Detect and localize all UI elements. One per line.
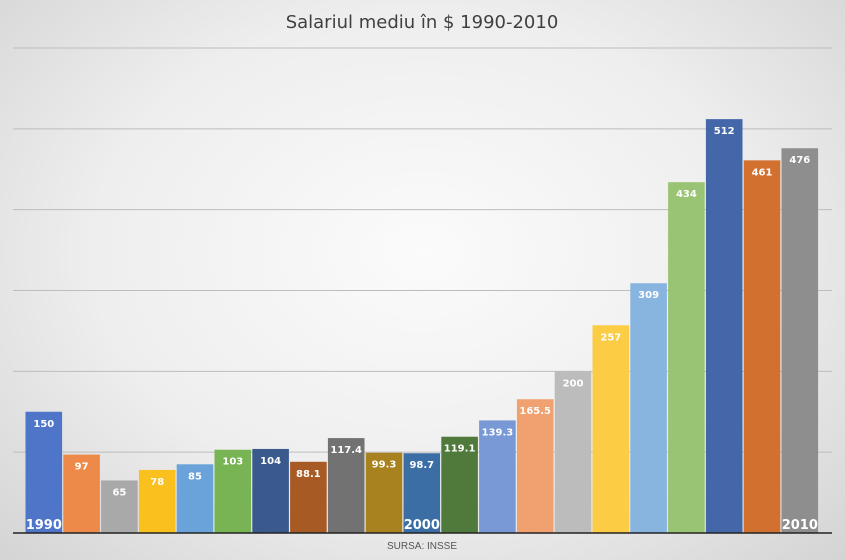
data-label: 119.1 (444, 444, 476, 455)
year-label: 2010 (782, 518, 818, 533)
data-label: 97 (75, 462, 89, 473)
data-label: 200 (563, 378, 584, 389)
data-label: 165.5 (519, 406, 551, 417)
bar-2004 (554, 371, 592, 533)
data-label: 139.3 (482, 427, 514, 438)
data-label: 512 (714, 126, 735, 137)
bar-1993 (138, 469, 176, 533)
data-label: 150 (33, 419, 54, 430)
data-label: 85 (188, 471, 202, 482)
bar-1991 (63, 454, 100, 533)
data-label: 461 (752, 167, 773, 178)
bar-2009 (743, 160, 781, 533)
data-label: 434 (676, 189, 697, 200)
data-label: 257 (600, 332, 621, 343)
bar-2010 (781, 148, 819, 533)
data-label: 476 (789, 155, 810, 166)
data-label: 309 (638, 290, 659, 301)
bar-2007 (668, 182, 705, 533)
data-label: 99.3 (372, 460, 397, 471)
data-label: 78 (150, 477, 164, 488)
year-label: 1990 (26, 518, 62, 533)
bar-1999 (365, 452, 403, 533)
bar-1997 (290, 461, 327, 533)
bars: 150 1990 97 65 78 85 103 104 88.1 117.4 99.3 98.7 20… (25, 119, 819, 533)
chart-title: Salariul mediu în $ 1990-2010 (286, 12, 559, 33)
bar-2001 (441, 436, 478, 533)
bar-1995 (214, 449, 252, 533)
data-label: 88.1 (296, 469, 321, 480)
bar-2008 (705, 119, 743, 533)
bar-1992 (101, 480, 138, 533)
bar-2005 (592, 325, 630, 533)
bar-1994 (176, 464, 214, 533)
bar-2000 (403, 453, 441, 533)
data-label: 98.7 (409, 460, 434, 471)
source-note: SURSA: INSSE (387, 541, 457, 552)
bar-2002 (479, 420, 516, 533)
data-label: 117.4 (330, 445, 362, 456)
bar-2003 (516, 399, 554, 533)
bar-2006 (630, 283, 667, 533)
data-label: 103 (222, 457, 243, 468)
bar-1998 (327, 438, 365, 533)
year-label: 2000 (404, 518, 440, 533)
bar-1990 (25, 411, 63, 533)
bar-1996 (252, 448, 289, 533)
data-label: 104 (260, 456, 281, 467)
data-label: 65 (112, 487, 126, 498)
